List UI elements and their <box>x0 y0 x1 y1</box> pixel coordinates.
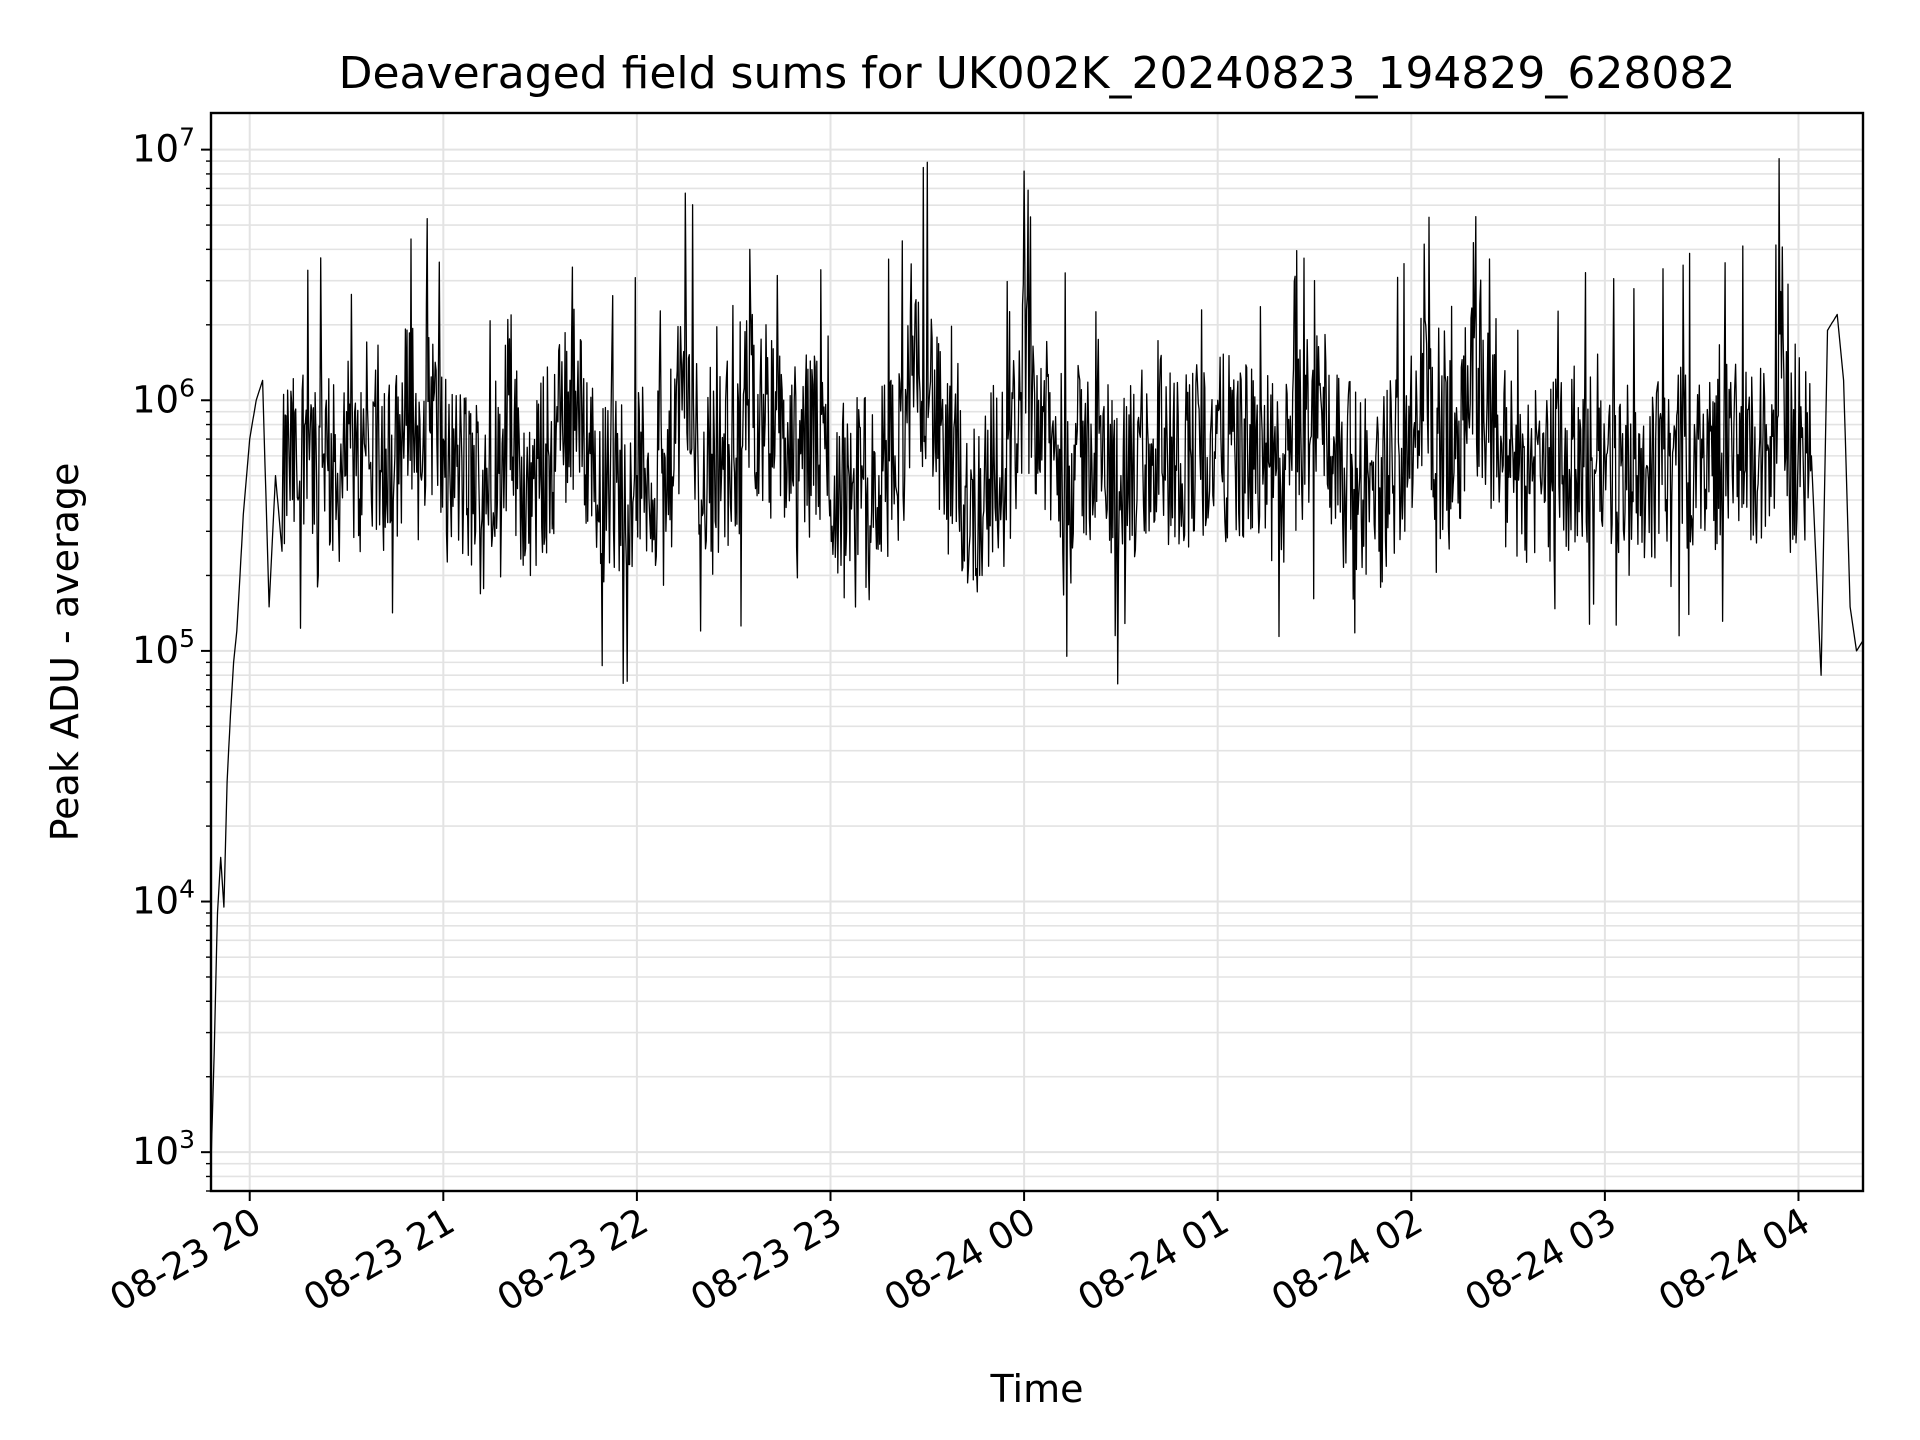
plot-frame <box>209 111 1865 1193</box>
x-axis-label: Time <box>990 1367 1084 1411</box>
tick-marks <box>201 148 1800 1201</box>
chart-title: Deaveraged field sums for UK002K_2024082… <box>339 48 1736 99</box>
y-axis-label: Peak ADU - average <box>43 463 87 842</box>
y-tick-label: 103 <box>132 1125 195 1173</box>
y-tick-label: 106 <box>132 373 195 421</box>
y-tick-label: 107 <box>132 123 195 171</box>
data-line <box>210 158 1864 1164</box>
y-tick-label: 105 <box>132 624 195 672</box>
grid-lines <box>211 113 1863 1192</box>
y-tick-label: 104 <box>132 875 195 923</box>
series-layer <box>210 158 1864 1164</box>
